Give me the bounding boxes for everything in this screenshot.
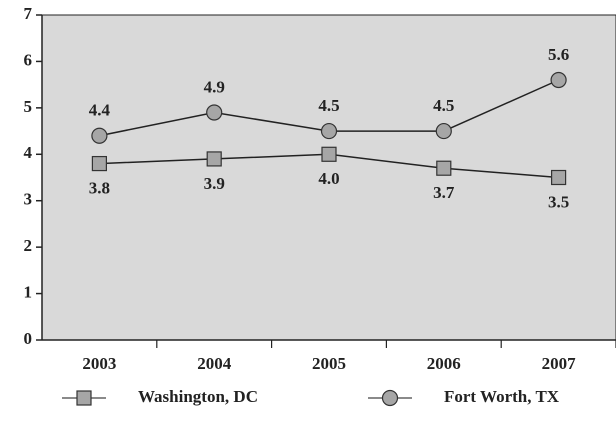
x-tick-label: 2006 xyxy=(427,354,461,373)
data-label: 3.7 xyxy=(433,183,455,202)
data-label: 3.5 xyxy=(548,192,569,211)
legend-label: Fort Worth, TX xyxy=(444,387,560,406)
data-label: 4.9 xyxy=(204,77,225,96)
point xyxy=(91,155,108,172)
point xyxy=(550,169,567,186)
point xyxy=(436,160,452,176)
data-label: 3.8 xyxy=(89,178,110,197)
point xyxy=(91,127,108,144)
y-tick-label: 0 xyxy=(24,329,33,348)
y-tick-label: 6 xyxy=(24,50,33,69)
data-label: 4.4 xyxy=(89,101,111,120)
point xyxy=(320,122,338,140)
x-tick-label: 2005 xyxy=(312,354,346,373)
x-tick-label: 2004 xyxy=(197,354,232,373)
data-label: 4.5 xyxy=(318,96,339,115)
point xyxy=(550,71,567,89)
point xyxy=(321,146,337,162)
legend-marker xyxy=(76,390,92,406)
legend-marker xyxy=(381,389,399,407)
y-tick-label: 1 xyxy=(24,282,33,301)
point xyxy=(435,122,452,140)
data-label: 5.6 xyxy=(548,45,569,64)
y-tick-label: 4 xyxy=(24,143,33,162)
x-tick-label: 2007 xyxy=(542,354,577,373)
plot-area xyxy=(41,14,616,341)
data-label: 3.9 xyxy=(204,174,225,193)
y-tick-label: 5 xyxy=(24,97,33,116)
x-tick-label: 2003 xyxy=(82,354,116,373)
y-tick-label: 3 xyxy=(24,190,33,209)
y-tick-label: 7 xyxy=(24,4,33,23)
point xyxy=(206,151,222,167)
legend-label: Washington, DC xyxy=(138,387,258,406)
point xyxy=(206,104,223,121)
data-label: 4.0 xyxy=(318,169,339,188)
data-label: 4.5 xyxy=(433,96,454,115)
y-tick-label: 2 xyxy=(24,236,33,255)
